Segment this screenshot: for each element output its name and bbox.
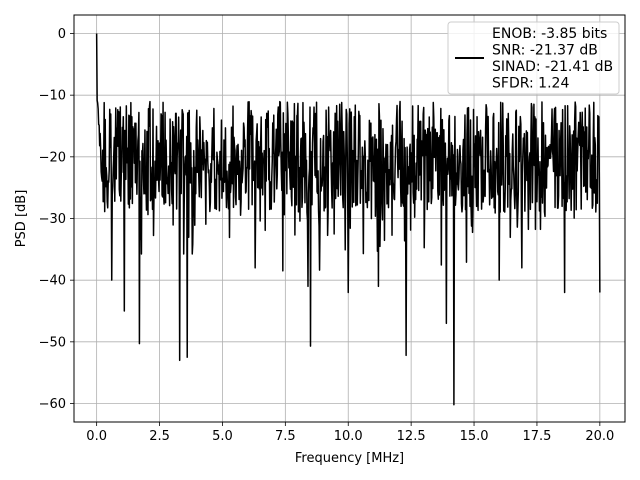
x-tick-label: 20.0 <box>585 429 614 444</box>
legend-entry-enob: ENOB: -3.85 bits <box>492 26 607 42</box>
x-tick-label: 0.0 <box>86 429 107 444</box>
y-tick-label: 0 <box>58 27 66 42</box>
y-tick-label: −60 <box>39 397 66 412</box>
x-axis-label: Frequency [MHz] <box>295 451 404 466</box>
y-axis-label: PSD [dB] <box>14 190 29 248</box>
y-tick-label: −30 <box>39 212 66 227</box>
ticks: 0.0 2.5 5.0 7.5 10.0 12.5 15.0 17.5 20.0 0 −10 −20 −… <box>39 27 615 444</box>
x-tick-label: 17.5 <box>522 429 551 444</box>
psd-series-line <box>95 33 601 406</box>
legend-entry-sfdr: SFDR: 1.24 <box>492 76 569 92</box>
x-tick-label: 12.5 <box>397 429 426 444</box>
legend-entry-sinad: SINAD: -21.41 dB <box>492 59 613 75</box>
x-tick-label: 10.0 <box>334 429 363 444</box>
x-tick-label: 7.5 <box>275 429 296 444</box>
x-tick-label: 5.0 <box>212 429 233 444</box>
series-group <box>95 33 601 406</box>
y-tick-label: −50 <box>39 335 66 350</box>
legend-entry-snr: SNR: -21.37 dB <box>492 43 598 59</box>
x-tick-label: 15.0 <box>460 429 489 444</box>
y-tick-label: −40 <box>39 274 66 289</box>
x-tick-label: 2.5 <box>149 429 170 444</box>
y-tick-label: −10 <box>39 89 66 104</box>
legend-box <box>447 21 620 95</box>
y-tick-label: −20 <box>39 150 66 165</box>
legend: ENOB: -3.85 bits SNR: -21.37 dB SINAD: -… <box>447 21 620 95</box>
